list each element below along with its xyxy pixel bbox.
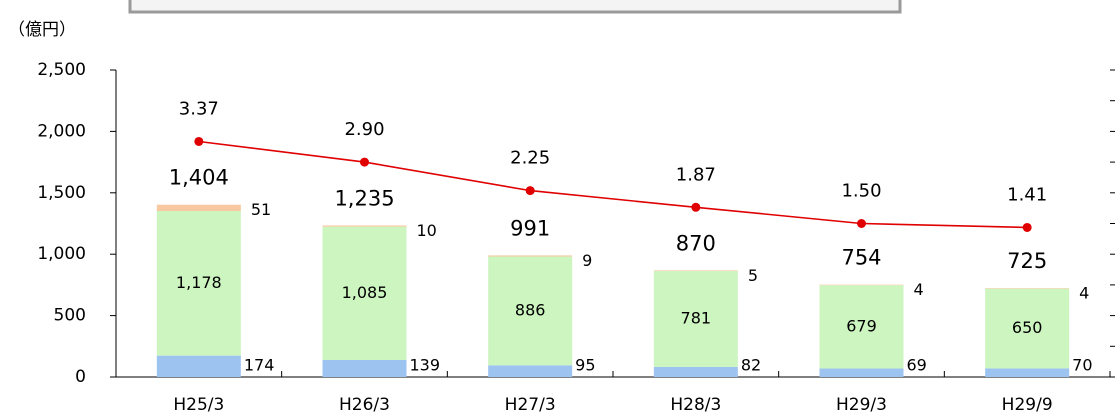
total-label: 991 bbox=[510, 216, 550, 240]
segment-label: 4 bbox=[1079, 284, 1089, 303]
segment-label: 69 bbox=[907, 356, 927, 375]
y-tick-label: 500 bbox=[54, 306, 86, 326]
segment-label: 9 bbox=[582, 251, 592, 270]
segment-label: 174 bbox=[244, 356, 275, 375]
segment-label: 139 bbox=[410, 356, 441, 375]
line-point bbox=[525, 186, 535, 196]
line-point bbox=[360, 157, 369, 167]
bar-segment bbox=[488, 256, 573, 366]
segment-label: 10 bbox=[417, 221, 437, 240]
line-point bbox=[194, 136, 204, 146]
bar-segment bbox=[156, 210, 241, 356]
line-point bbox=[857, 219, 866, 228]
bar-segment bbox=[322, 226, 407, 360]
y-tick-label: 2,500 bbox=[37, 60, 86, 80]
total-label: 725 bbox=[1007, 249, 1047, 273]
segment-label: 781 bbox=[681, 308, 712, 327]
segment-label: 1,178 bbox=[176, 273, 222, 292]
segment-label: 650 bbox=[1012, 318, 1043, 337]
bar-segment bbox=[322, 359, 407, 377]
line-label: 1.50 bbox=[841, 181, 881, 202]
x-tick-label: H27/3 bbox=[505, 395, 556, 415]
line-label: 3.37 bbox=[179, 98, 219, 119]
segment-label: 82 bbox=[741, 356, 761, 375]
total-label: 1,404 bbox=[169, 166, 229, 190]
segment-label: 70 bbox=[1072, 356, 1092, 375]
bar-segment bbox=[488, 365, 573, 377]
x-tick-label: H26/3 bbox=[339, 395, 390, 415]
bar-segment bbox=[653, 366, 738, 377]
bar-segment bbox=[653, 271, 738, 367]
line-point bbox=[691, 202, 701, 212]
segment-label: 5 bbox=[748, 266, 758, 285]
x-tick-label: H29/3 bbox=[836, 395, 887, 415]
bar-segment bbox=[488, 255, 573, 257]
segment-label: 4 bbox=[914, 280, 924, 299]
bar-segment bbox=[156, 355, 241, 377]
line bbox=[198, 140, 1028, 229]
line-label: 1.41 bbox=[1007, 184, 1047, 205]
segment-label: 886 bbox=[515, 300, 546, 319]
bar-segment bbox=[985, 288, 1070, 369]
total-label: 754 bbox=[841, 246, 881, 270]
segment-label: 679 bbox=[846, 316, 877, 335]
bar-segment bbox=[653, 270, 738, 272]
y-tick-label: 1,500 bbox=[37, 183, 86, 203]
line-label: 2.90 bbox=[344, 119, 384, 140]
x-tick-label: H28/3 bbox=[670, 395, 721, 415]
segment-label: 51 bbox=[251, 200, 271, 219]
bar-segment bbox=[819, 368, 904, 377]
segment-label: 1,085 bbox=[342, 283, 388, 302]
bar-segment bbox=[156, 204, 241, 211]
total-label: 870 bbox=[676, 231, 716, 255]
bar-segment bbox=[322, 225, 407, 227]
line-point bbox=[1022, 222, 1032, 232]
y-tick-label: 2,000 bbox=[37, 121, 86, 141]
segment-label: 95 bbox=[575, 356, 595, 375]
x-tick-label: H25/3 bbox=[173, 395, 224, 415]
header-box bbox=[128, 0, 902, 14]
bar-segment bbox=[819, 285, 904, 369]
y-tick-label: 0 bbox=[75, 367, 86, 387]
unit-label: （億円） bbox=[8, 20, 76, 40]
bar-segment bbox=[985, 368, 1070, 377]
y-tick-label: 1,000 bbox=[37, 244, 86, 264]
line-label: 1.87 bbox=[676, 164, 716, 185]
line-label: 2.25 bbox=[510, 148, 550, 169]
x-tick-label: H29/9 bbox=[1002, 395, 1053, 415]
total-label: 1,235 bbox=[334, 186, 394, 210]
